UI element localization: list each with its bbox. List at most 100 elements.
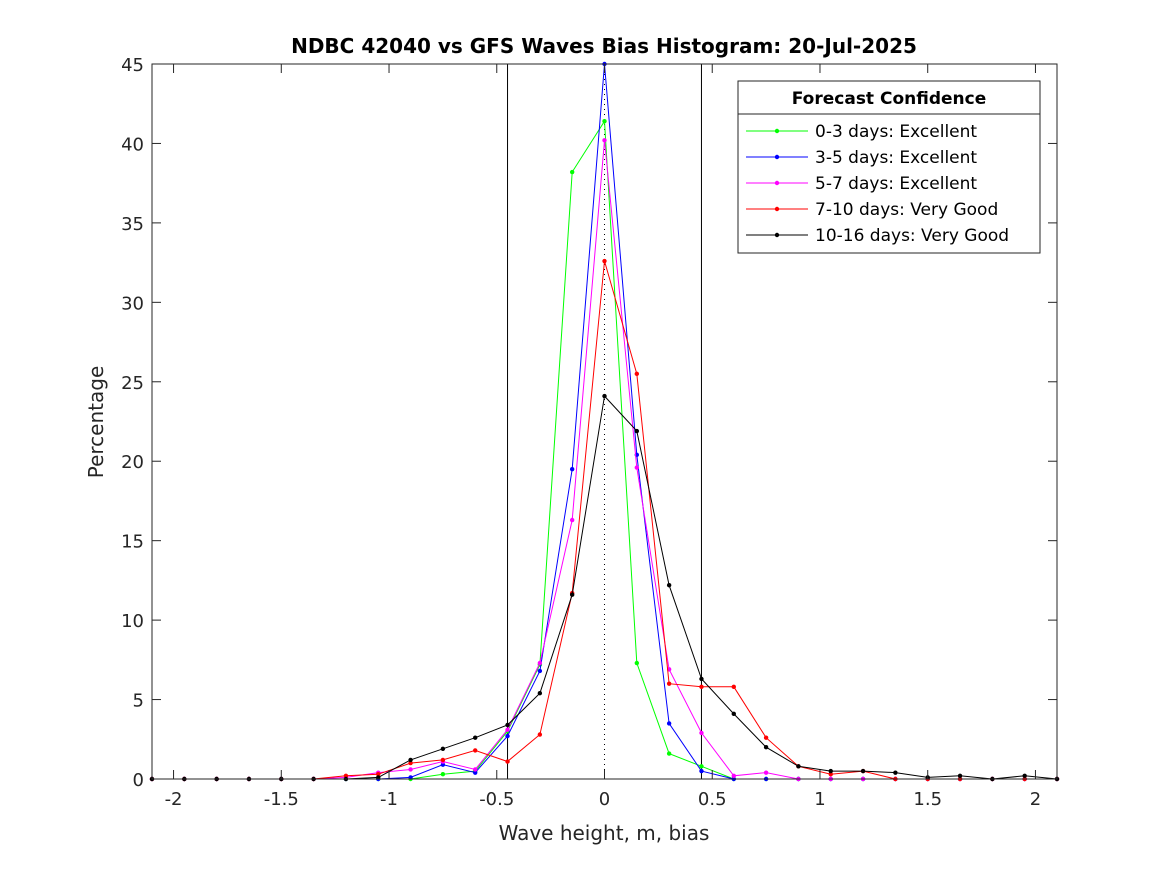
data-point <box>763 735 769 740</box>
legend-entry-0: 0-3 days: Excellent <box>746 122 977 142</box>
data-point <box>440 757 446 763</box>
y-tick-label: 20 <box>121 452 144 473</box>
legend-swatch-marker <box>774 232 780 238</box>
data-point <box>893 770 898 775</box>
y-axis-label: Percentage <box>84 366 108 479</box>
legend-swatch-marker <box>774 206 780 212</box>
data-point <box>731 711 736 717</box>
legend-box <box>737 80 1041 254</box>
data-point <box>828 772 833 777</box>
data-point <box>505 727 510 732</box>
y-tick-label: 30 <box>121 293 144 314</box>
legend-label: 5-7 days: Excellent <box>815 174 977 194</box>
data-point <box>505 722 510 728</box>
data-point <box>473 748 478 753</box>
data-point <box>699 684 704 690</box>
data-point <box>699 676 704 682</box>
data-point <box>602 393 607 399</box>
legend-swatch-marker <box>774 180 780 186</box>
x-tick-label: -1 <box>380 789 398 810</box>
y-tick-label: 45 <box>121 55 144 76</box>
data-point <box>569 169 575 175</box>
series-4 <box>149 393 1060 782</box>
reference-lines <box>507 64 702 779</box>
y-tick-label: 5 <box>133 691 144 712</box>
data-point <box>957 773 963 779</box>
x-tick-label: 0 <box>599 789 610 810</box>
legend-label: 7-10 days: Very Good <box>815 200 998 220</box>
data-point <box>602 119 607 124</box>
legend-entry-3: 7-10 days: Very Good <box>746 200 998 220</box>
data-point <box>440 772 446 777</box>
legend: Forecast Confidence 0-3 days: Excellent 3… <box>737 80 1041 254</box>
x-tick-label: 1 <box>814 789 825 810</box>
data-point <box>634 660 640 666</box>
data-point <box>699 730 704 736</box>
data-point <box>731 684 736 690</box>
axes-layer <box>151 63 1058 780</box>
data-point <box>731 773 736 779</box>
data-point <box>376 772 381 777</box>
data-point <box>440 746 446 752</box>
data-point <box>569 466 575 472</box>
data-point <box>666 721 672 726</box>
y-tick-label: 15 <box>121 532 144 553</box>
x-tick-label: 1.5 <box>913 789 942 810</box>
legend-title: Forecast Confidence <box>792 89 987 109</box>
legend-label: 10-16 days: Very Good <box>815 226 1009 246</box>
data-point <box>473 735 478 740</box>
y-tick-label: 25 <box>121 373 144 394</box>
legend-entry-2: 5-7 days: Excellent <box>746 174 977 194</box>
data-point <box>828 768 833 774</box>
data-point <box>602 138 607 143</box>
data-point <box>537 691 543 696</box>
data-point <box>860 768 866 774</box>
x-tick-label: -0.5 <box>479 789 514 810</box>
data-point <box>666 582 672 588</box>
y-tick-label: 0 <box>133 770 144 791</box>
legend-entry-1: 3-5 days: Excellent <box>746 148 977 168</box>
data-point <box>634 465 640 470</box>
data-point <box>666 751 672 756</box>
x-tick-label: 0.5 <box>698 789 727 810</box>
data-point <box>1022 773 1027 779</box>
data-point <box>763 745 769 750</box>
data-point <box>408 757 413 763</box>
data-point <box>634 371 640 377</box>
data-point <box>796 764 801 769</box>
data-point <box>473 767 478 772</box>
data-point <box>505 759 510 764</box>
legend-swatch-marker <box>774 128 780 134</box>
chart-title: NDBC 42040 vs GFS Waves Bias Histogram: … <box>291 34 917 58</box>
data-point <box>505 733 510 739</box>
data-point <box>537 660 543 666</box>
data-point <box>602 258 607 264</box>
x-tick-labels: -2 -1.5 -1 -0.5 0 0.5 1 1.5 2 <box>165 789 1042 810</box>
data-point <box>699 768 704 774</box>
data-point <box>537 732 543 737</box>
data-point <box>408 767 413 772</box>
data-point <box>569 517 575 523</box>
legend-entries: 0-3 days: Excellent 3-5 days: Excellent 5-… <box>746 122 1009 246</box>
x-tick-label: 2 <box>1030 789 1041 810</box>
x-tick-label: -1.5 <box>264 789 299 810</box>
x-axis-label: Wave height, m, bias <box>499 821 710 845</box>
y-tick-labels: 0 5 10 15 20 25 30 35 40 45 <box>121 55 144 791</box>
legend-label: 3-5 days: Excellent <box>815 148 977 168</box>
data-point <box>537 668 543 674</box>
y-tick-label: 35 <box>121 214 144 235</box>
data-point <box>634 428 640 434</box>
x-tick-label: -2 <box>165 789 183 810</box>
legend-swatch-marker <box>774 154 780 160</box>
y-tick-label: 40 <box>121 134 144 155</box>
data-point <box>343 773 349 779</box>
data-point <box>473 770 478 775</box>
data-point <box>569 592 575 597</box>
data-point <box>699 764 704 769</box>
y-tick-label: 10 <box>121 611 144 632</box>
data-point <box>666 681 672 686</box>
legend-label: 0-3 days: Excellent <box>815 122 977 142</box>
legend-entry-4: 10-16 days: Very Good <box>746 226 1009 246</box>
data-point <box>763 770 769 775</box>
